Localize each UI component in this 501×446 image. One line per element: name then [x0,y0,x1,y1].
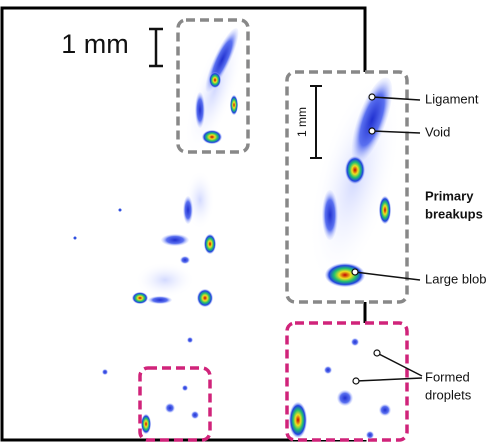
label-ligament: Ligament [425,91,479,106]
label-void: Void [425,124,450,139]
figure: 1 mm 1 mm Ligament Void Pri [0,0,501,446]
label-primary: Primary [425,188,474,203]
label-breakups: breakups [425,206,483,221]
inset-scale-bar-label: 1 mm [295,107,309,137]
label-large-blob: Large blob [425,271,486,286]
scale-bar-label: 1 mm [61,29,129,59]
label-droplets: droplets [425,387,472,402]
label-formed: Formed [425,369,470,384]
